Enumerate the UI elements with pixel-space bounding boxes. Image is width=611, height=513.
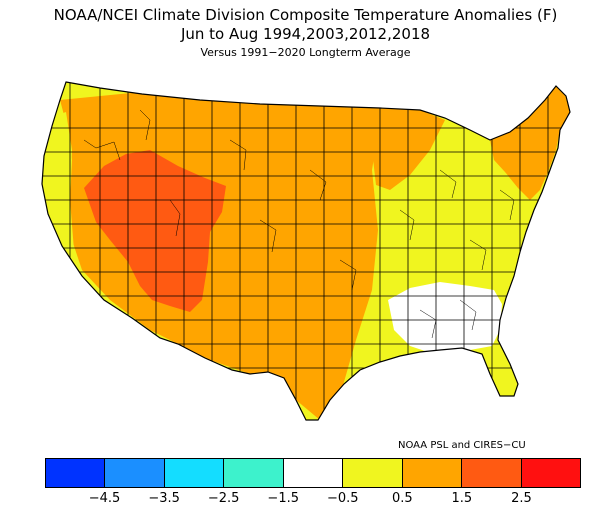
legend-tick-label: 2.5 (511, 491, 532, 506)
legend-swatch-2 (164, 459, 225, 487)
division-detail-lines (83, 109, 515, 339)
legend-tick-label: 1.5 (451, 491, 473, 506)
legend-swatch-4 (283, 459, 344, 487)
legend-swatch-3 (224, 459, 284, 487)
map-subtitle: Versus 1991−2020 Longterm Average (200, 46, 411, 59)
legend-swatch-7 (462, 459, 522, 487)
orange-northeast-region (490, 86, 570, 200)
white-southeast-region (388, 282, 502, 352)
legend-swatch-8 (521, 459, 580, 487)
map-period: Jun to Aug 1994,2003,2012,2018 (180, 25, 431, 43)
map-title: NOAA/NCEI Climate Division Composite Tem… (53, 6, 558, 24)
division-boundaries (42, 82, 570, 420)
credit-label: NOAA PSL and CIRES−CU (398, 440, 526, 451)
orange-upper-midwest-region (360, 104, 445, 190)
red-orange-great-basin-region (84, 150, 226, 312)
legend-swatch-5 (343, 459, 403, 487)
legend-swatch-0 (46, 459, 106, 487)
yellow-pacific-coast-region (42, 112, 74, 250)
legend-swatch-6 (402, 459, 463, 487)
legend-tick-label: −3.5 (148, 491, 180, 506)
orange-west-plains-region (60, 92, 380, 420)
legend-tick-label: −0.5 (326, 491, 359, 506)
legend-swatch-1 (105, 459, 165, 487)
legend-tick-label: 0.5 (391, 491, 413, 506)
legend-tick-label: −1.5 (267, 491, 300, 506)
us-anomaly-map (41, 81, 571, 421)
legend-tick-label: −4.5 (88, 491, 121, 506)
color-legend (45, 458, 581, 488)
legend-tick-label: −2.5 (207, 491, 240, 506)
